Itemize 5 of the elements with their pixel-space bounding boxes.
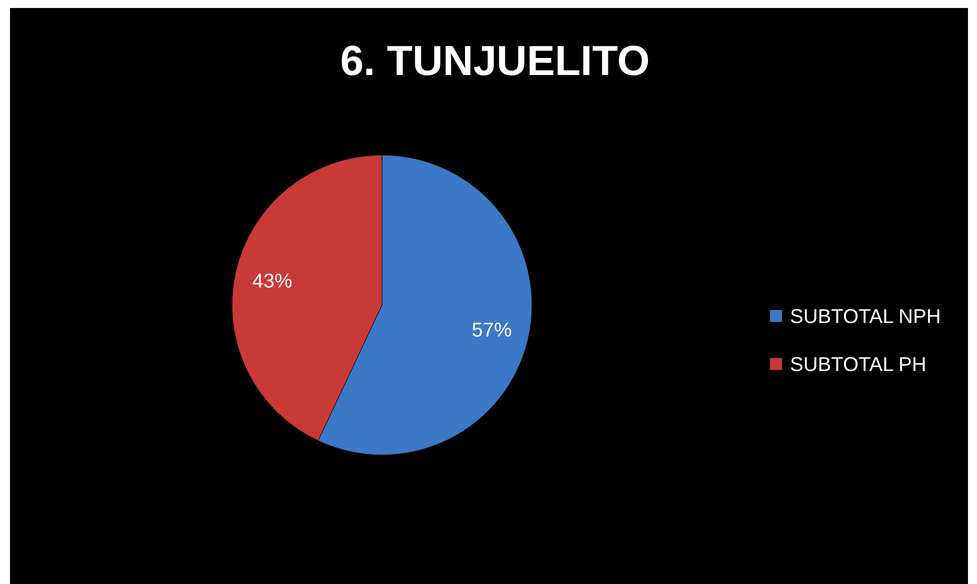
data-label: 57%	[472, 320, 512, 342]
data-label: 43%	[252, 270, 292, 292]
legend-label: SUBTOTAL NPH	[790, 306, 941, 328]
legend-label: SUBTOTAL PH	[790, 354, 926, 376]
chart-title: 6. TUNJUELITO	[340, 37, 650, 84]
